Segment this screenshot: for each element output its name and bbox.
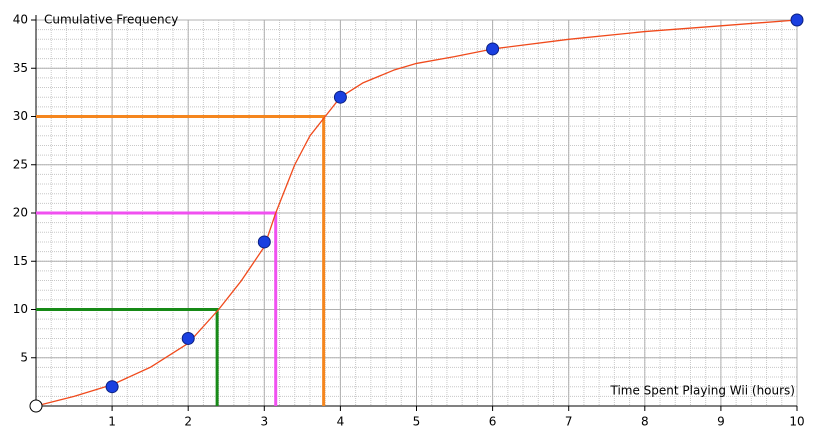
x-tick-label: 1 — [108, 415, 116, 429]
y-tick-label: 10 — [13, 302, 28, 316]
x-tick-label: 2 — [184, 415, 192, 429]
x-tick-label: 9 — [717, 415, 725, 429]
x-tick-label: 10 — [789, 415, 804, 429]
reference-line — [36, 308, 219, 406]
x-tick-label: 4 — [337, 415, 345, 429]
x-tick-label: 8 — [641, 415, 649, 429]
y-tick-label: 35 — [13, 61, 28, 75]
x-axis-label: Time Spent Playing Wii (hours) — [609, 384, 795, 398]
x-tick-label: 3 — [260, 415, 268, 429]
y-tick-label: 20 — [13, 206, 28, 220]
y-tick-label: 30 — [13, 109, 28, 123]
y-tick-label: 40 — [13, 13, 28, 27]
reference-line — [36, 115, 326, 406]
data-point — [181, 331, 195, 345]
data-point — [257, 235, 271, 249]
curve — [35, 19, 798, 407]
data-point — [333, 90, 347, 104]
x-tick-label: 5 — [413, 415, 421, 429]
y-tick-label: 5 — [20, 350, 28, 364]
origin-marker — [29, 399, 43, 413]
data-point — [105, 380, 119, 394]
data-point — [486, 42, 500, 56]
data-point — [790, 13, 804, 27]
x-tick-label: 6 — [489, 415, 497, 429]
y-tick-label: 15 — [13, 254, 28, 268]
y-axis-label: Cumulative Frequency — [44, 13, 178, 27]
x-tick-label: 7 — [565, 415, 573, 429]
y-tick-label: 25 — [13, 157, 28, 171]
